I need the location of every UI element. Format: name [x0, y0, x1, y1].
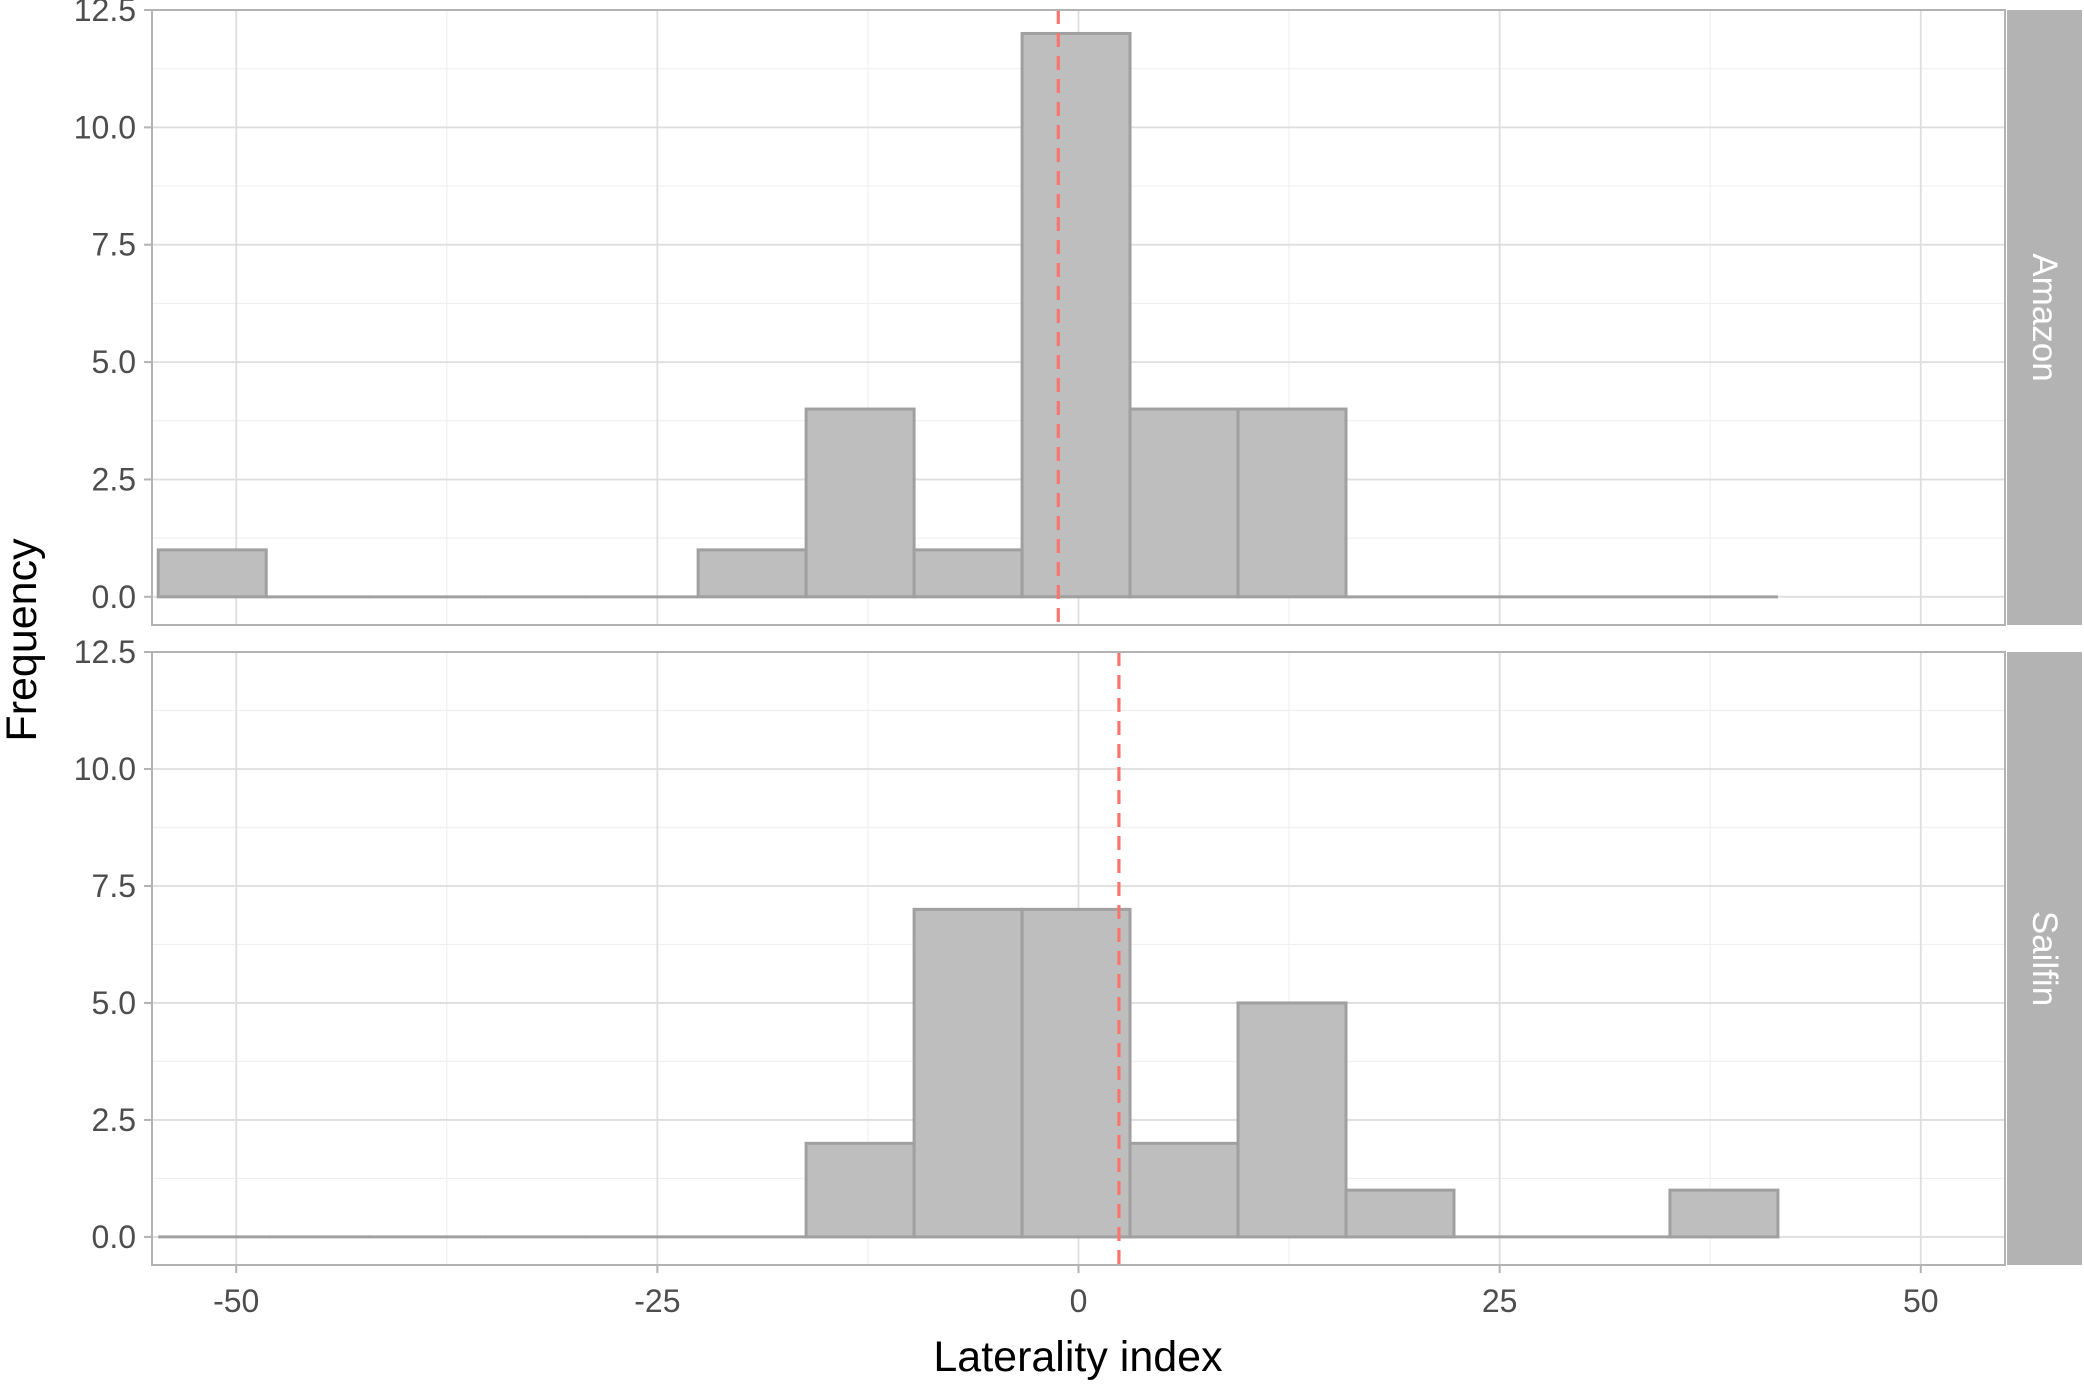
facets-layer: 0.0 2.5 5.0 7.5 10.0 12.5 Amazon 0.0 2.5 5.0 7.5 10…	[74, 0, 2082, 1266]
facet-strip	[2007, 10, 2082, 625]
histogram-bar	[1236, 1001, 1348, 1239]
y-tick-label: 5.0	[92, 344, 136, 380]
histogram-bar	[1236, 407, 1348, 599]
histogram-bar	[912, 548, 1024, 599]
histogram-bar	[804, 1141, 916, 1239]
panel-border	[151, 9, 2006, 626]
histogram-bars	[156, 31, 1778, 599]
y-tick-label: 7.5	[92, 868, 136, 904]
histogram-bar	[1020, 907, 1132, 1239]
histogram-bar	[1668, 1188, 1780, 1239]
histogram-bar	[804, 407, 916, 599]
x-axis: -50 -25 0 25 50	[213, 1265, 1939, 1319]
histogram-bar	[1020, 31, 1132, 599]
x-tick-label: 50	[1903, 1283, 1939, 1319]
facet-strip-label: Sailfin	[2025, 911, 2064, 1006]
histogram-bar	[696, 548, 808, 599]
y-tick-label: 12.5	[74, 0, 136, 28]
y-tick-label: 5.0	[92, 985, 136, 1021]
y-axis-title: Frequency	[0, 538, 46, 742]
y-tick-label: 10.0	[74, 109, 136, 145]
y-tick-label: 7.5	[92, 227, 136, 263]
histogram-bars	[158, 907, 1780, 1239]
x-tick-label: 0	[1070, 1283, 1088, 1319]
facet-strip-label: Amazon	[2025, 253, 2064, 381]
x-tick-label: 25	[1482, 1283, 1518, 1319]
y-tick-label: 2.5	[92, 461, 136, 497]
facet-strip	[2007, 652, 2082, 1265]
x-axis-title: Laterality index	[933, 1333, 1223, 1381]
y-axis: 0.0 2.5 5.0 7.5 10.0 12.5	[74, 0, 152, 615]
y-tick-label: 0.0	[92, 1219, 136, 1255]
histogram-bar	[1128, 407, 1240, 599]
y-tick-label: 12.5	[74, 634, 136, 670]
facet-panel-amazon: 0.0 2.5 5.0 7.5 10.0 12.5 Amazon	[74, 0, 2082, 626]
histogram-bar	[156, 548, 268, 599]
y-tick-label: 10.0	[74, 751, 136, 787]
x-tick-label: -25	[634, 1283, 680, 1319]
histogram-bar	[1128, 1141, 1240, 1239]
histogram-bar	[1344, 1188, 1456, 1239]
y-axis: 0.0 2.5 5.0 7.5 10.0 12.5	[74, 634, 152, 1255]
histogram-bar	[912, 907, 1024, 1239]
y-tick-label: 0.0	[92, 579, 136, 615]
facet-panel-sailfin: 0.0 2.5 5.0 7.5 10.0 12.5 Sailfin	[74, 634, 2082, 1266]
x-tick-label: -50	[213, 1283, 259, 1319]
y-tick-label: 2.5	[92, 1102, 136, 1138]
